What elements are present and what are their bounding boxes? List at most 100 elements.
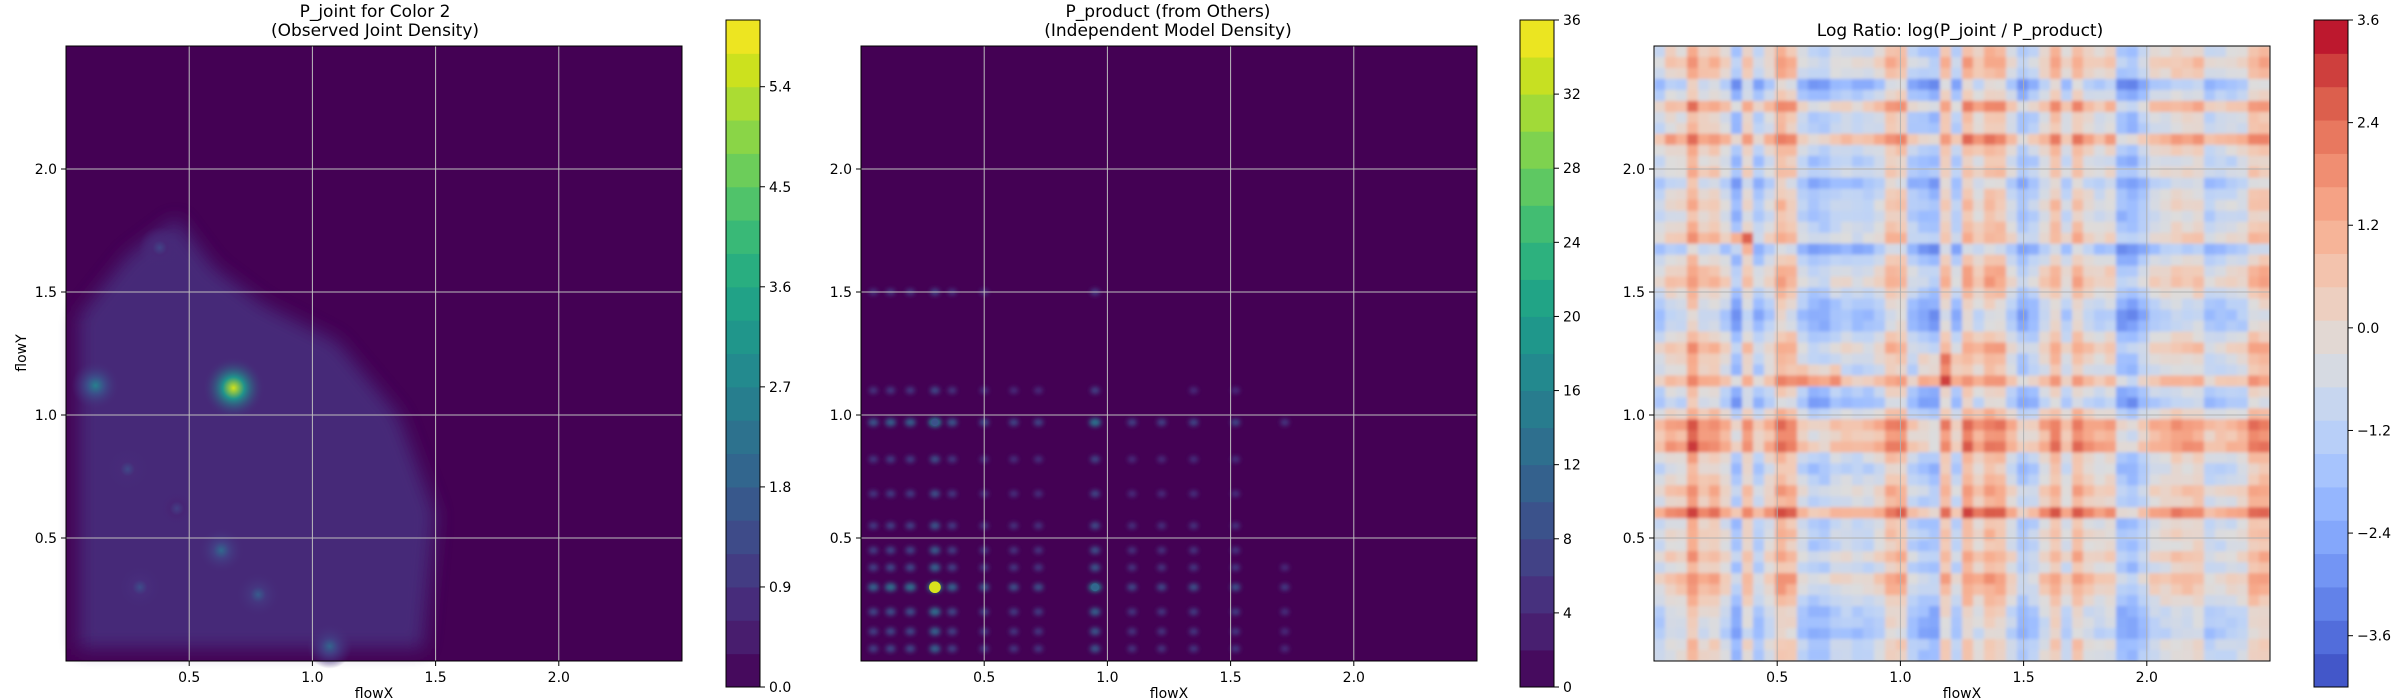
- log-ratio-cell: [1676, 287, 1688, 300]
- log-ratio-cell: [1665, 650, 1677, 661]
- log-ratio-cell: [1841, 254, 1853, 267]
- log-ratio-cell: [1720, 122, 1732, 135]
- log-ratio-cell: [1951, 595, 1963, 607]
- log-ratio-cell: [1786, 342, 1798, 355]
- log-ratio-cell: [1885, 430, 1897, 442]
- log-ratio-cell: [1995, 419, 2007, 431]
- log-ratio-cell: [1654, 232, 1666, 245]
- log-ratio-cell: [2171, 573, 2183, 585]
- log-ratio-cell: [1742, 155, 1754, 168]
- log-ratio-cell: [2204, 650, 2216, 661]
- log-ratio-cell: [1841, 441, 1853, 453]
- colorbar-band: [1520, 205, 1554, 243]
- log-ratio-cell: [1665, 188, 1677, 201]
- log-ratio-cell: [2105, 617, 2117, 629]
- log-ratio-cell: [2171, 155, 2183, 168]
- log-ratio-cell: [2006, 111, 2018, 124]
- log-ratio-cell: [2171, 232, 2183, 245]
- log-ratio-cell: [2182, 133, 2194, 146]
- log-ratio-cell: [2160, 78, 2172, 91]
- log-ratio-cell: [2160, 287, 2172, 300]
- log-ratio-cell: [2226, 122, 2238, 135]
- log-ratio-cell: [2083, 551, 2095, 563]
- log-ratio-cell: [2215, 166, 2227, 179]
- log-ratio-cell: [1786, 254, 1798, 267]
- log-ratio-cell: [2171, 342, 2183, 355]
- log-ratio-cell: [1808, 441, 1820, 453]
- log-ratio-cell: [2160, 89, 2172, 102]
- log-ratio-cell: [1808, 474, 1820, 486]
- log-ratio-cell: [1951, 133, 1963, 146]
- log-ratio-cell: [1984, 441, 1996, 453]
- log-ratio-cell: [2226, 430, 2238, 442]
- log-ratio-cell: [1808, 518, 1820, 530]
- log-ratio-cell: [2138, 199, 2150, 212]
- log-ratio-cell: [1929, 342, 1941, 355]
- log-ratio-cell: [2083, 441, 2095, 453]
- log-ratio-cell: [2127, 507, 2139, 519]
- log-ratio-cell: [2259, 331, 2270, 344]
- density-field: [867, 288, 1290, 653]
- product-cell: [929, 627, 941, 636]
- log-ratio-cell: [1962, 573, 1974, 585]
- log-ratio-cell: [1786, 111, 1798, 124]
- log-ratio-cell: [2116, 364, 2128, 377]
- log-ratio-cell: [1885, 540, 1897, 552]
- log-ratio-cell: [1885, 100, 1897, 113]
- log-ratio-cell: [1874, 122, 1886, 135]
- log-ratio-cell: [1698, 639, 1710, 651]
- log-ratio-cell: [1698, 155, 1710, 168]
- log-ratio-cell: [2160, 375, 2172, 388]
- log-ratio-cell: [1786, 397, 1798, 410]
- log-ratio-cell: [2028, 331, 2040, 344]
- log-ratio-cell: [2116, 287, 2128, 300]
- log-ratio-cell: [1720, 430, 1732, 442]
- log-ratio-cell: [1698, 518, 1710, 530]
- log-ratio-cell: [1819, 639, 1831, 651]
- log-ratio-cell: [1775, 188, 1787, 201]
- log-ratio-cell: [2193, 573, 2205, 585]
- log-ratio-cell: [1874, 342, 1886, 355]
- log-ratio-cell: [1742, 78, 1754, 91]
- log-ratio-cell: [1687, 243, 1699, 256]
- log-ratio-cell: [2094, 287, 2106, 300]
- log-ratio-cell: [1830, 518, 1842, 530]
- log-ratio-cell: [1687, 78, 1699, 91]
- product-cell: [1127, 628, 1137, 635]
- log-ratio-cell: [1698, 221, 1710, 234]
- log-ratio-cell: [2006, 639, 2018, 651]
- log-ratio-cell: [2083, 320, 2095, 333]
- log-ratio-cell: [2138, 485, 2150, 497]
- log-ratio-cell: [1797, 485, 1809, 497]
- log-ratio-cell: [1863, 397, 1875, 410]
- log-ratio-cell: [1720, 474, 1732, 486]
- log-ratio-cell: [2193, 441, 2205, 453]
- log-ratio-cell: [2072, 144, 2084, 157]
- log-ratio-cell: [2116, 562, 2128, 574]
- log-ratio-cell: [2028, 89, 2040, 102]
- log-ratio-cell: [1665, 551, 1677, 563]
- log-ratio-cell: [2215, 397, 2227, 410]
- log-ratio-cell: [2105, 89, 2117, 102]
- log-ratio-cell: [1940, 133, 1952, 146]
- log-ratio-cell: [1962, 353, 1974, 366]
- log-ratio-cell: [2039, 606, 2051, 618]
- log-ratio-cell: [1841, 144, 1853, 157]
- log-ratio-cell: [1863, 320, 1875, 333]
- log-ratio-cell: [1720, 287, 1732, 300]
- log-ratio-cell: [2149, 188, 2161, 201]
- log-ratio-cell: [1962, 452, 1974, 464]
- log-ratio-cell: [1709, 386, 1721, 399]
- log-ratio-cell: [1874, 474, 1886, 486]
- log-ratio-cell: [1940, 221, 1952, 234]
- log-ratio-cell: [2204, 595, 2216, 607]
- log-ratio-cell: [1830, 177, 1842, 190]
- log-ratio-cell: [2094, 122, 2106, 135]
- product-cell: [868, 418, 879, 427]
- log-ratio-cell: [2149, 419, 2161, 431]
- log-ratio-cell: [1742, 56, 1754, 69]
- log-ratio-cell: [1687, 386, 1699, 399]
- log-ratio-cell: [1786, 496, 1798, 508]
- product-cell: [885, 455, 896, 463]
- log-ratio-cell: [2017, 133, 2029, 146]
